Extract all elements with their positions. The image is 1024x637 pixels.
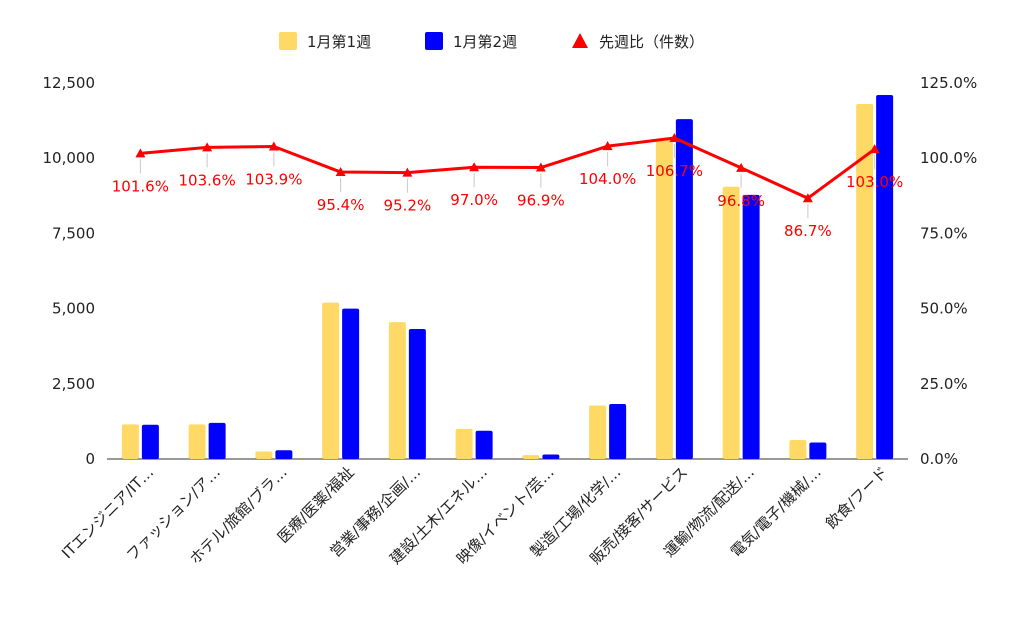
- bar: [655, 140, 673, 460]
- data-label: 103.0%: [846, 173, 903, 191]
- bar: [522, 455, 540, 459]
- bar: [589, 405, 607, 459]
- bar: [208, 422, 226, 459]
- data-label: 95.4%: [317, 196, 365, 214]
- bar: [121, 424, 139, 459]
- bar: [408, 329, 426, 459]
- line-point: [535, 162, 546, 172]
- bar: [255, 451, 273, 459]
- bar: [342, 308, 360, 459]
- y-left-tick-label: 7,500: [52, 224, 95, 242]
- y-left-tick-label: 2,500: [52, 375, 95, 393]
- line-point: [869, 144, 880, 154]
- data-label: 95.2%: [384, 197, 432, 215]
- bar: [675, 119, 693, 459]
- category-labels: ITエンジニア/IT…ファッション/ア…ホテル/旅館/ブラ…医療/医薬/福祉営業…: [58, 463, 891, 568]
- bars: [121, 95, 894, 460]
- data-label: 103.6%: [179, 171, 236, 189]
- y-right-tick-label: 100.0%: [920, 149, 977, 167]
- bar: [609, 403, 627, 459]
- axes: 0 2,500 5,000 7,500 10,000 12,500 0.0% 25.0% 50.…: [43, 74, 978, 468]
- legend-label: 先週比（件数）: [599, 33, 704, 51]
- bar: [475, 430, 493, 459]
- data-label: 96.9%: [517, 192, 565, 210]
- line-point: [135, 148, 146, 158]
- line-point: [335, 167, 346, 177]
- data-label: 103.9%: [245, 170, 302, 188]
- data-label: 96.8%: [717, 192, 765, 210]
- legend-swatch: [279, 32, 297, 50]
- line-point: [802, 193, 813, 203]
- data-label: 101.6%: [112, 177, 169, 195]
- legend-swatch: [425, 32, 443, 50]
- y-right-tick-label: 25.0%: [920, 375, 968, 393]
- y-left-tick-label: 12,500: [43, 74, 96, 92]
- line-point: [202, 142, 213, 152]
- y-left-tick-label: 0: [85, 450, 95, 468]
- line-point: [669, 133, 680, 143]
- bar: [876, 95, 894, 460]
- legend-swatch: [572, 33, 588, 48]
- y-right-tick-label: 0.0%: [920, 450, 958, 468]
- legend-label: 1月第2週: [453, 33, 517, 51]
- bar: [542, 454, 560, 459]
- data-label: 86.7%: [784, 222, 832, 240]
- bar: [809, 442, 827, 459]
- legend-label: 1月第1週: [307, 33, 371, 51]
- y-left-tick-label: 10,000: [43, 149, 96, 167]
- legend: 1月第1週 1月第2週 先週比（件数）: [279, 32, 704, 51]
- bar: [141, 424, 159, 459]
- line-point: [268, 141, 279, 151]
- bar: [188, 424, 206, 459]
- y-right-tick-label: 125.0%: [920, 74, 977, 92]
- ratio-line-path: [140, 136, 876, 200]
- bar: [388, 322, 406, 459]
- data-label: 104.0%: [579, 170, 636, 188]
- bar: [742, 194, 760, 460]
- line-point: [602, 141, 613, 151]
- bar: [275, 450, 293, 459]
- line-point: [402, 167, 413, 177]
- y-left-tick-label: 5,000: [52, 300, 95, 318]
- ratio-line: 101.6% 103.6% 103.9% 95.4% 95.2% 97.0% 96.9% 10…: [112, 133, 903, 240]
- bar: [789, 440, 807, 459]
- data-label: 106.7%: [646, 162, 703, 180]
- y-right-tick-label: 50.0%: [920, 300, 968, 318]
- line-point: [469, 162, 480, 172]
- bar: [455, 428, 473, 459]
- bar: [322, 302, 340, 459]
- line-point: [736, 162, 747, 172]
- category-label: 飲食/フード: [822, 463, 891, 532]
- bar: [722, 186, 740, 459]
- bar: [856, 104, 874, 459]
- y-right-tick-label: 75.0%: [920, 224, 968, 242]
- data-label: 97.0%: [450, 191, 498, 209]
